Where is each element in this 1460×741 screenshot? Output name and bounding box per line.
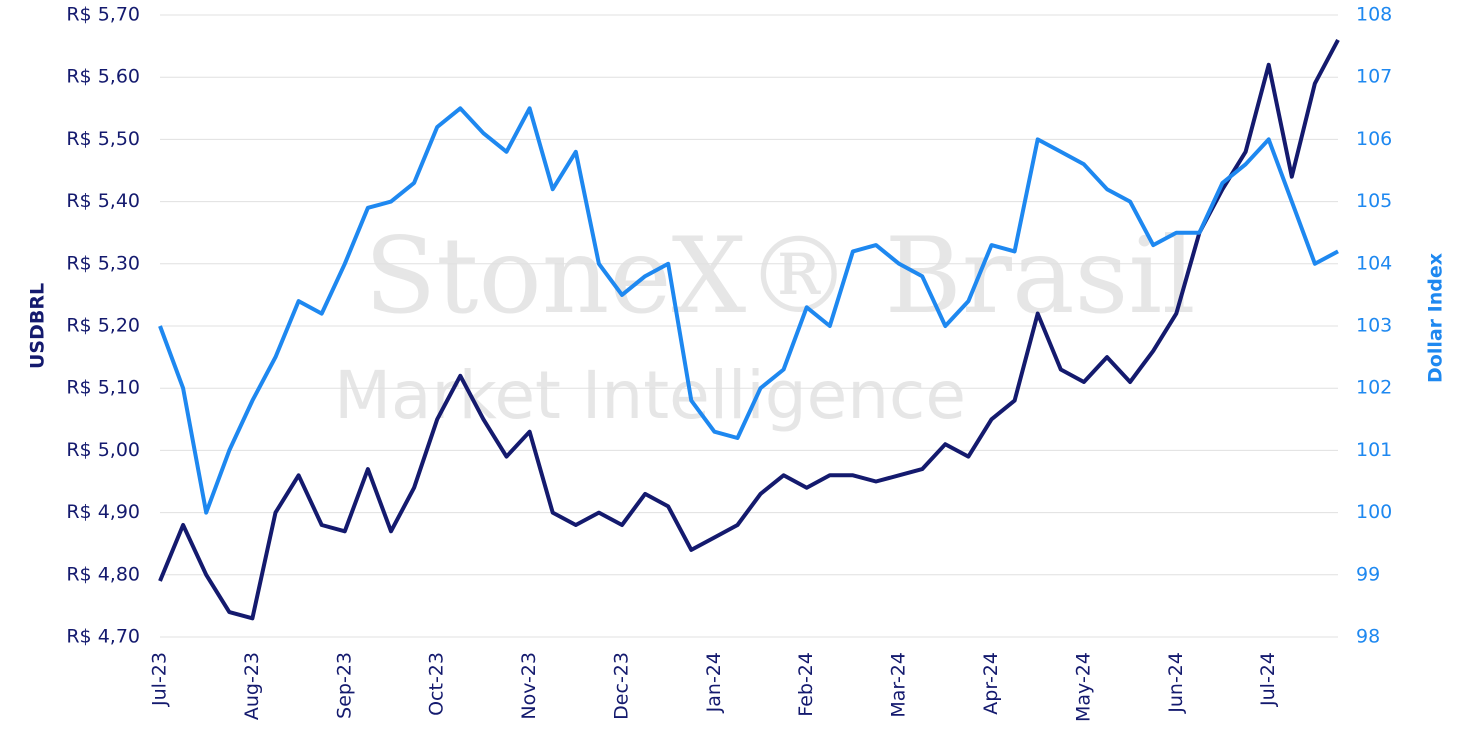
- y-tick-label: R$ 5,10: [66, 377, 140, 399]
- y-tick-label: R$ 4,90: [66, 501, 140, 523]
- x-tick-label: Aug-23: [241, 652, 263, 720]
- y-tick-label: R$ 4,80: [66, 563, 140, 585]
- y-tick-label: R$ 5,70: [66, 4, 140, 26]
- y2-tick-label: 108: [1356, 4, 1392, 26]
- y2-tick-label: 99: [1356, 563, 1380, 585]
- x-tick-label: Mar-24: [888, 652, 910, 718]
- y-tick-label: R$ 5,50: [66, 128, 140, 150]
- y-tick-label: R$ 5,00: [66, 439, 140, 461]
- y-tick-label: R$ 5,30: [66, 252, 140, 274]
- watermark: Market Intelligence: [334, 357, 966, 434]
- x-tick-label: Nov-23: [518, 652, 540, 720]
- y-tick-label: R$ 5,40: [66, 190, 140, 212]
- x-tick-label: Feb-24: [795, 652, 817, 717]
- y2-tick-label: 100: [1356, 501, 1392, 523]
- x-tick-label: Jun-24: [1165, 652, 1187, 714]
- y2-tick-label: 107: [1356, 66, 1392, 88]
- x-tick-label: Jul-24: [1257, 652, 1279, 707]
- y2-axis-title: Dollar Index: [1425, 253, 1447, 383]
- y2-tick-label: 102: [1356, 377, 1392, 399]
- x-tick-label: Jul-23: [149, 652, 171, 707]
- watermark: StoneX® Brasil: [364, 215, 1195, 337]
- y2-tick-label: 98: [1356, 626, 1380, 648]
- y-axis-title: USDBRL: [27, 283, 49, 369]
- x-tick-label: Dec-23: [610, 652, 632, 720]
- x-tick-label: May-24: [1072, 652, 1094, 722]
- y2-tick-label: 105: [1356, 190, 1392, 212]
- x-tick-label: Jan-24: [703, 652, 725, 713]
- y-tick-label: R$ 5,60: [66, 66, 140, 88]
- series-line: [158, 38, 1340, 621]
- y-tick-label: R$ 5,20: [66, 315, 140, 337]
- x-tick-label: Apr-24: [980, 652, 1002, 715]
- y2-tick-label: 101: [1356, 439, 1392, 461]
- y2-tick-label: 103: [1356, 315, 1392, 337]
- series-line: [158, 106, 1339, 515]
- y2-tick-label: 104: [1356, 252, 1392, 274]
- x-tick-label: Sep-23: [333, 652, 355, 719]
- y2-tick-label: 106: [1356, 128, 1392, 150]
- y-tick-label: R$ 4,70: [66, 626, 140, 648]
- x-tick-label: Oct-23: [426, 652, 448, 716]
